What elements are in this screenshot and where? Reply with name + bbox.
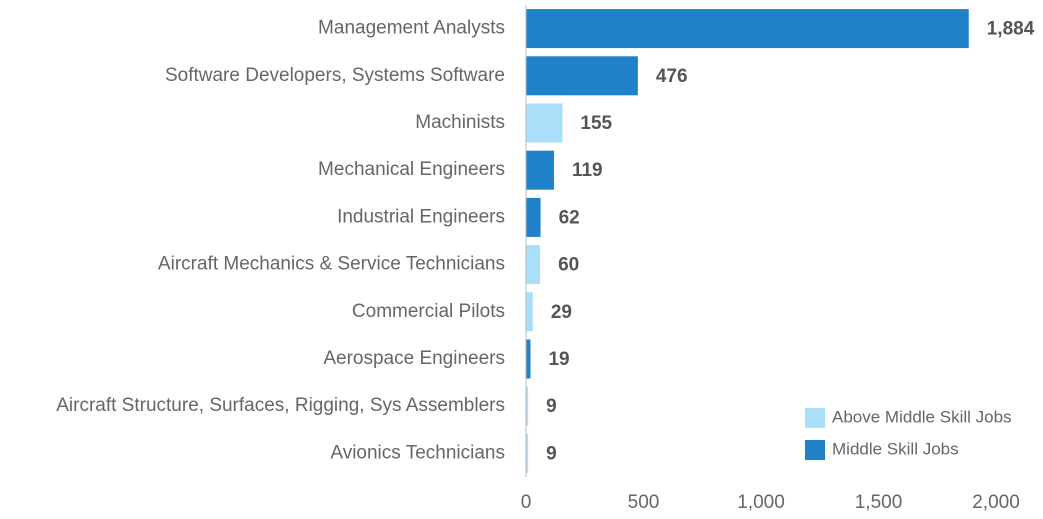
x-tick-label: 1,500 bbox=[855, 492, 903, 513]
bar bbox=[526, 245, 541, 285]
value-label: 29 bbox=[551, 302, 572, 323]
y-tick-label: Aerospace Engineers bbox=[323, 348, 505, 369]
bar bbox=[526, 103, 563, 143]
y-tick-label: Management Analysts bbox=[318, 18, 505, 39]
bar bbox=[526, 386, 529, 426]
y-tick-label: Software Developers, Systems Software bbox=[165, 65, 505, 86]
bar bbox=[526, 433, 529, 473]
legend-label: Above Middle Skill Jobs bbox=[832, 407, 1012, 426]
value-label: 19 bbox=[548, 349, 569, 370]
legend-swatch bbox=[805, 408, 825, 428]
value-label: 9 bbox=[546, 396, 557, 417]
bar bbox=[526, 56, 638, 96]
value-label: 9 bbox=[546, 443, 557, 464]
legend-label: Middle Skill Jobs bbox=[832, 439, 959, 458]
value-label: 119 bbox=[572, 160, 603, 181]
y-tick-label: Aircraft Mechanics & Service Technicians bbox=[158, 254, 505, 275]
y-tick-label: Industrial Engineers bbox=[337, 206, 505, 227]
x-tick-label: 500 bbox=[628, 492, 660, 513]
x-tick-label: 1,000 bbox=[737, 492, 785, 513]
x-tick-label: 2,000 bbox=[972, 492, 1020, 513]
y-tick-label: Avionics Technicians bbox=[330, 442, 505, 463]
bar bbox=[526, 339, 531, 379]
bar bbox=[526, 150, 554, 190]
x-tick-label: 0 bbox=[521, 492, 532, 513]
value-label: 62 bbox=[559, 207, 580, 228]
bar bbox=[526, 9, 969, 49]
y-tick-label: Mechanical Engineers bbox=[318, 159, 505, 180]
legend-swatch bbox=[805, 440, 825, 460]
bar bbox=[526, 292, 533, 332]
y-tick-label: Machinists bbox=[415, 112, 505, 133]
value-label: 476 bbox=[656, 66, 688, 87]
bar bbox=[526, 197, 541, 237]
value-label: 1,884 bbox=[987, 19, 1035, 40]
y-tick-label: Commercial Pilots bbox=[352, 301, 505, 322]
value-label: 155 bbox=[580, 113, 612, 134]
y-tick-label: Aircraft Structure, Surfaces, Rigging, S… bbox=[56, 395, 505, 416]
value-label: 60 bbox=[558, 255, 579, 276]
